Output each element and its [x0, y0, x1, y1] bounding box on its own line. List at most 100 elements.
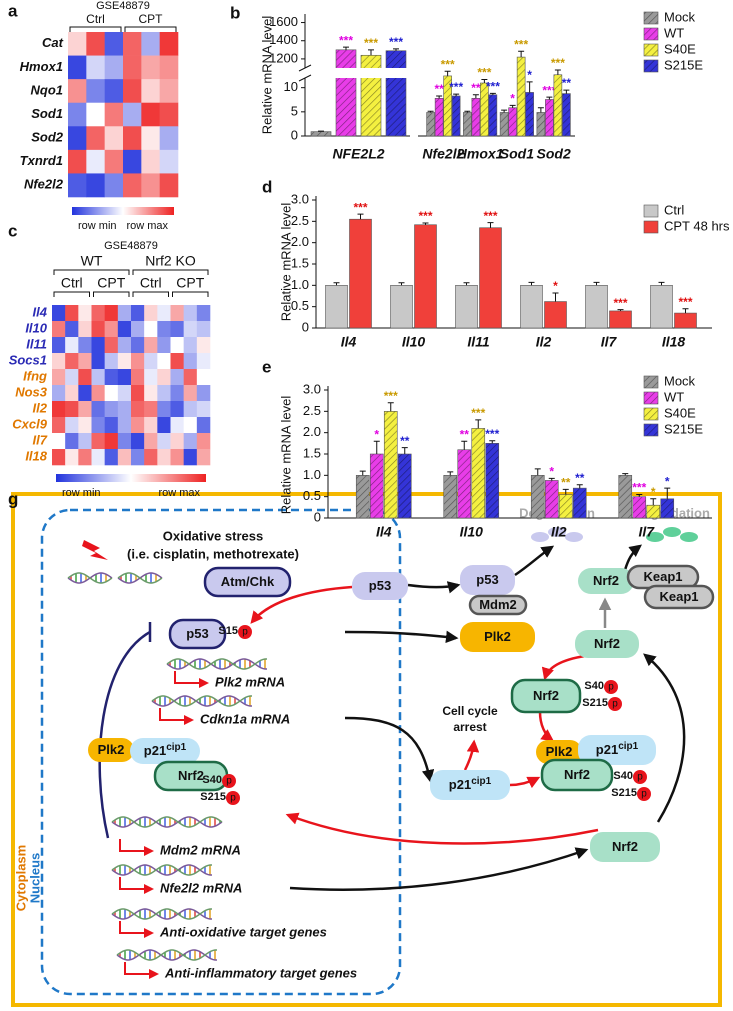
legend-swatch	[643, 204, 659, 218]
heatmap-cell	[157, 321, 171, 338]
arrow	[541, 654, 586, 681]
transcription-arrow	[159, 708, 194, 725]
subgroup-label: Ctrl	[140, 275, 162, 291]
bar	[536, 112, 546, 137]
heatmap-cell	[68, 79, 87, 104]
significance: *	[374, 427, 379, 441]
heatmap-cell	[159, 102, 179, 127]
error-bar	[489, 92, 496, 95]
heatmap-cell	[86, 149, 105, 174]
transcription-arrow	[124, 962, 159, 979]
legend-label: CPT 48 hrs	[664, 218, 730, 233]
x-tick-label: Sod1	[500, 146, 534, 162]
bar	[572, 487, 587, 519]
error-bar	[447, 471, 454, 476]
phospho-mark	[633, 770, 647, 784]
heatmap-cell	[170, 305, 184, 322]
node-text: p53	[476, 572, 498, 587]
bar	[488, 94, 498, 137]
significance: ***	[483, 209, 497, 223]
dna-strand	[166, 658, 268, 670]
panel-label: e	[262, 357, 271, 376]
error-bar	[563, 89, 570, 94]
error-bar	[554, 69, 561, 75]
heatmap-cell	[157, 401, 171, 418]
heatmap-cell	[52, 305, 66, 322]
heatmap-cell	[65, 385, 79, 402]
degradation-blob	[531, 532, 549, 542]
phospho-label: p	[230, 793, 236, 804]
phospho-mark	[604, 680, 618, 694]
heatmap-cell	[159, 32, 179, 56]
heatmap-cell	[78, 369, 92, 386]
subgroup-label: CPT	[97, 275, 125, 291]
heatmap-cell	[131, 385, 145, 402]
node-label: p21cip1	[449, 776, 492, 793]
group-label: Nrf2 KO	[145, 253, 196, 269]
bar	[530, 475, 545, 519]
heatmap-cell	[91, 433, 105, 450]
node	[352, 572, 408, 600]
site-label: S215	[582, 697, 608, 709]
arrest-label: Cell cycle	[442, 704, 498, 718]
bar	[585, 285, 608, 329]
bar	[457, 449, 472, 519]
heatmap-cell	[117, 449, 132, 466]
node	[590, 832, 660, 862]
x-tick-label: Hmox1	[457, 146, 504, 162]
significance: **	[400, 434, 410, 448]
heatmap-cell	[196, 353, 211, 370]
dna-strand	[67, 572, 113, 584]
error-bar	[593, 281, 600, 286]
legend-swatch	[643, 11, 659, 25]
heatmap-cell	[183, 433, 198, 450]
bar	[660, 498, 675, 519]
node	[643, 584, 715, 610]
degradation-blob	[663, 527, 681, 537]
node-text: p53	[369, 578, 391, 593]
node-label: Nrf2	[533, 688, 559, 703]
heatmap-cell	[144, 417, 158, 434]
error-bar	[387, 402, 394, 412]
node-text: Plk2	[98, 742, 125, 757]
node-label: p21cip1	[596, 741, 639, 758]
significance: **	[460, 427, 470, 441]
panel-label: d	[262, 177, 272, 196]
bar	[390, 285, 413, 329]
error-bar	[518, 50, 525, 58]
heatmap-cell	[196, 449, 211, 466]
heatmap-cell	[170, 321, 184, 338]
heatmap-cell	[91, 337, 105, 354]
scale-label: row min	[62, 487, 101, 499]
site-label: S40	[584, 680, 604, 692]
heatmap-cell	[104, 149, 124, 174]
heatmap-cell	[141, 102, 160, 127]
gene-label: Anti-oxidative target genes	[159, 924, 327, 939]
heatmap-cell	[78, 385, 92, 402]
heatmap-cell	[65, 417, 79, 434]
y-axis-label: Relative mRNA level	[259, 16, 274, 135]
node	[575, 630, 639, 658]
significance: ***	[542, 83, 556, 97]
x-tick-label: Il11	[467, 334, 490, 350]
bar	[369, 453, 384, 519]
bar	[455, 285, 478, 329]
node	[468, 594, 528, 616]
gene-label: Mdm2 mRNA	[160, 842, 241, 857]
heatmap-cell	[117, 337, 132, 354]
heatmap-cell	[52, 449, 66, 466]
error-bar	[427, 110, 434, 113]
heatmap-cell	[159, 55, 179, 80]
heatmap-cell	[117, 321, 132, 338]
dna-strand	[111, 816, 223, 828]
phospho-label: p	[226, 776, 232, 787]
row-label: Sod1	[31, 106, 63, 121]
heatmap-cell	[91, 369, 105, 386]
bar	[650, 285, 673, 329]
row-label: Ifng	[23, 368, 47, 383]
node-text: Nrf2	[178, 768, 204, 783]
heatmap-cell	[141, 149, 160, 174]
significance: **	[561, 476, 571, 490]
bar	[544, 480, 559, 519]
heatmap-cell	[68, 149, 87, 174]
